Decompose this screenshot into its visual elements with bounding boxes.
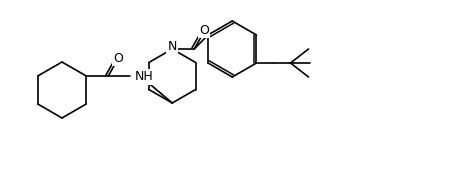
Text: N: N (167, 41, 177, 54)
Text: O: O (199, 23, 209, 36)
Text: O: O (113, 51, 123, 65)
Text: NH: NH (135, 70, 154, 84)
